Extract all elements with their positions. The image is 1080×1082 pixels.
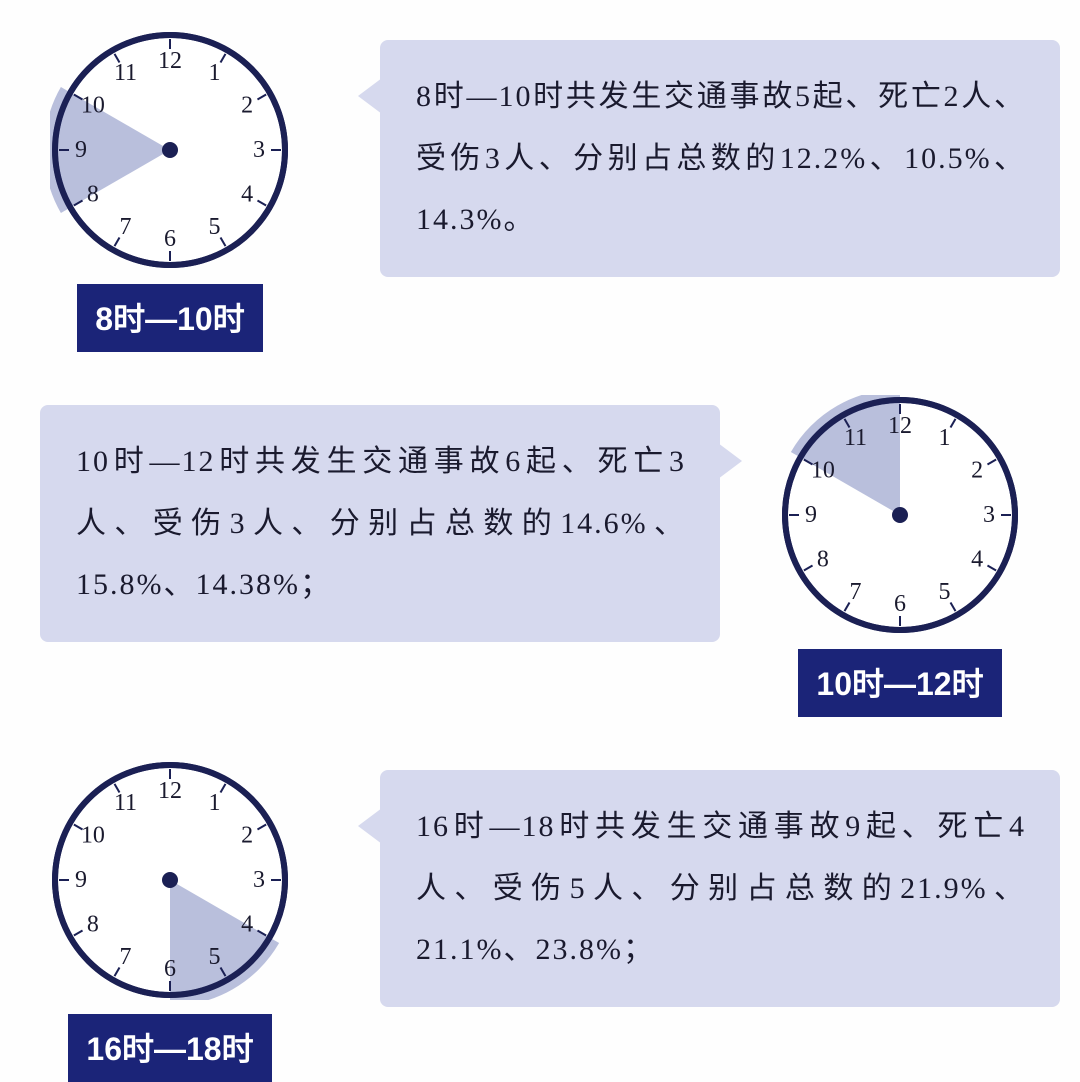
time-badge-3: 16时—18时	[68, 1014, 271, 1082]
svg-text:1: 1	[939, 425, 951, 451]
svg-text:10: 10	[81, 823, 105, 849]
svg-text:9: 9	[75, 137, 87, 163]
svg-text:4: 4	[971, 547, 983, 573]
svg-text:1: 1	[209, 790, 221, 816]
svg-text:6: 6	[164, 956, 176, 982]
svg-text:4: 4	[241, 182, 253, 208]
svg-text:7: 7	[120, 944, 132, 970]
clock-icon-3: 123456789101112	[50, 760, 290, 1000]
time-badge-2: 10时—12时	[798, 649, 1001, 717]
svg-text:2: 2	[241, 823, 253, 849]
svg-text:12: 12	[888, 413, 912, 439]
svg-text:1: 1	[209, 60, 221, 86]
info-textbox-2: 10时—12时共发生交通事故6起、死亡3人、受伤3人、分别占总数的14.6%、1…	[40, 405, 720, 642]
svg-text:10: 10	[811, 458, 835, 484]
info-textbox-1: 8时—10时共发生交通事故5起、死亡2人、受伤3人、分别占总数的12.2%、10…	[380, 40, 1060, 277]
svg-text:8: 8	[87, 912, 99, 938]
svg-text:5: 5	[939, 579, 951, 605]
time-badge-1: 8时—10时	[77, 284, 262, 352]
svg-text:12: 12	[158, 48, 182, 74]
svg-text:3: 3	[253, 137, 265, 163]
svg-text:11: 11	[844, 425, 867, 451]
info-row-3: 123456789101112 16时—18时 16时—18时共发生交通事故9起…	[0, 760, 1080, 1082]
info-row-2: 10时—12时共发生交通事故6起、死亡3人、受伤3人、分别占总数的14.6%、1…	[0, 395, 1080, 717]
svg-text:10: 10	[81, 93, 105, 119]
svg-text:7: 7	[120, 214, 132, 240]
clock-column-3: 123456789101112 16时—18时	[10, 760, 330, 1082]
svg-text:3: 3	[253, 867, 265, 893]
svg-text:6: 6	[894, 591, 906, 617]
svg-text:3: 3	[983, 502, 995, 528]
svg-text:2: 2	[971, 458, 983, 484]
clock-icon-2: 123456789101112	[780, 395, 1020, 635]
svg-text:5: 5	[209, 944, 221, 970]
svg-text:11: 11	[114, 60, 137, 86]
svg-text:12: 12	[158, 778, 182, 804]
svg-text:6: 6	[164, 226, 176, 252]
info-textbox-3: 16时—18时共发生交通事故9起、死亡4人、受伤5人、分别占总数的21.9%、2…	[380, 770, 1060, 1007]
svg-text:11: 11	[114, 790, 137, 816]
info-row-1: 123456789101112 8时—10时 8时—10时共发生交通事故5起、死…	[0, 30, 1080, 352]
clock-icon-1: 123456789101112	[50, 30, 290, 270]
svg-text:8: 8	[817, 547, 829, 573]
clock-column-1: 123456789101112 8时—10时	[10, 30, 330, 352]
svg-text:9: 9	[805, 502, 817, 528]
svg-text:7: 7	[850, 579, 862, 605]
svg-text:4: 4	[241, 912, 253, 938]
svg-text:9: 9	[75, 867, 87, 893]
svg-text:5: 5	[209, 214, 221, 240]
svg-text:2: 2	[241, 93, 253, 119]
svg-text:8: 8	[87, 182, 99, 208]
clock-column-2: 123456789101112 10时—12时	[740, 395, 1060, 717]
